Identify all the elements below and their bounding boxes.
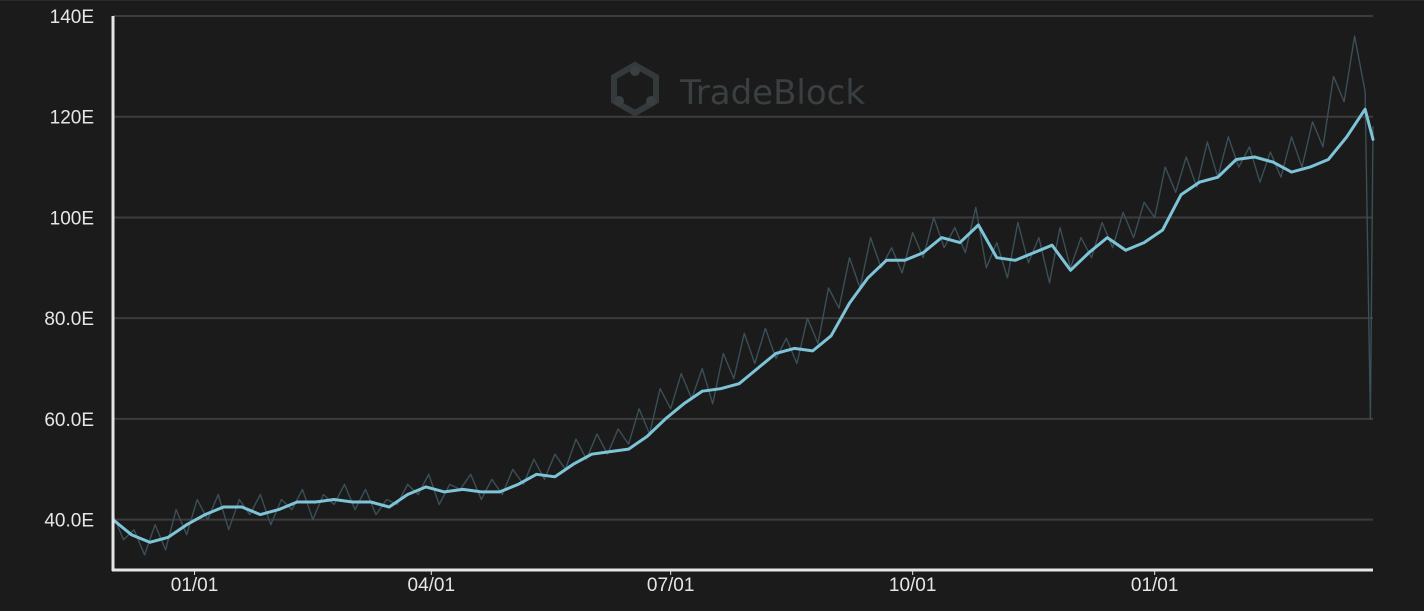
raw-series-line (112, 35, 1374, 556)
x-tick-label: 04/01 (408, 575, 456, 596)
grid-lines (113, 15, 1373, 521)
y-tick-label: 40.0E (44, 511, 94, 532)
x-tick-label: 07/01 (647, 575, 695, 596)
raw-series (112, 35, 1374, 556)
y-tick-label: 140E (50, 7, 94, 28)
x-axis-ticks: 01/01 04/01 07/01 10/01 01/01 (171, 570, 1179, 596)
smoothed-series-line (111, 107, 1375, 544)
x-tick-label: 10/01 (889, 575, 937, 596)
y-axis-ticks: 40.0E 60.0E 80.0E 100E 120E 140E (44, 7, 94, 532)
y-tick-label: 60.0E (44, 410, 94, 431)
x-tick-label: 01/01 (171, 575, 219, 596)
y-tick-label: 120E (50, 108, 94, 129)
hexagon-nodes-icon (611, 61, 659, 117)
axes (111, 16, 1373, 572)
watermark-text: TradeBlock (679, 73, 865, 113)
watermark: TradeBlock (611, 61, 865, 117)
x-tick-label: 01/01 (1131, 575, 1179, 596)
y-tick-label: 100E (50, 208, 94, 229)
y-tick-label: 80.0E (44, 309, 94, 330)
smoothed-series (111, 107, 1375, 544)
